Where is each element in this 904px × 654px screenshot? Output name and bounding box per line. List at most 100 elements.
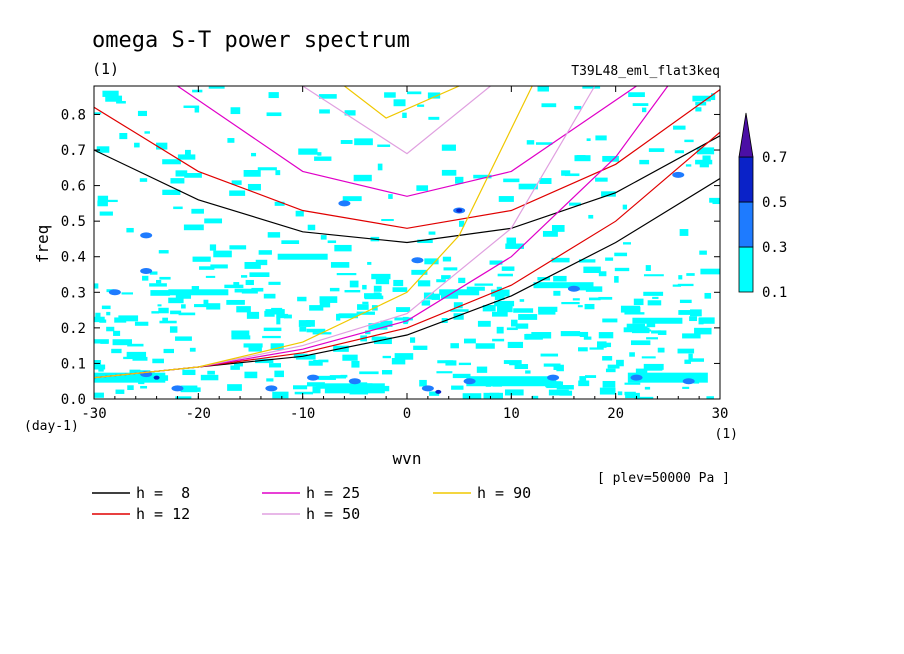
power-cell <box>577 305 583 308</box>
power-cell <box>173 206 183 210</box>
power-cell <box>266 112 282 117</box>
power-cell <box>162 159 181 165</box>
colorbar-label: 0.3 <box>762 240 787 256</box>
power-cell <box>306 328 326 333</box>
power-cell <box>327 240 337 244</box>
power-cell <box>319 300 331 308</box>
power-cell <box>293 385 308 390</box>
power-cell <box>377 163 383 171</box>
power-cell <box>702 155 711 163</box>
power-cell <box>614 252 628 257</box>
power-cell <box>497 273 513 277</box>
power-cell <box>513 308 534 313</box>
power-cell <box>354 138 373 146</box>
power-cell <box>277 253 328 260</box>
power-cell <box>489 260 503 265</box>
dispersion-curve <box>344 86 460 119</box>
power-cell <box>357 304 369 310</box>
power-cell <box>94 372 166 383</box>
power-cell <box>126 227 134 233</box>
power-cell <box>243 343 263 348</box>
power-cell <box>427 92 441 99</box>
power-cell <box>466 286 485 291</box>
power-cell <box>234 288 254 293</box>
power-cell <box>299 326 307 332</box>
dispersion-curve <box>302 86 491 155</box>
power-cell <box>583 266 601 273</box>
x-tick-label: -20 <box>186 406 211 422</box>
power-cell <box>679 299 692 304</box>
power-cell <box>96 146 110 153</box>
power-cell <box>377 144 391 147</box>
power-cell <box>672 284 682 287</box>
x-tick-label: -10 <box>290 406 315 422</box>
power-cell <box>541 103 557 108</box>
power-cell <box>639 159 650 165</box>
power-cell <box>417 239 433 244</box>
power-cell <box>268 92 279 99</box>
power-cell <box>368 323 388 330</box>
power-cell <box>175 170 188 177</box>
power-cell <box>227 138 235 143</box>
power-cell <box>365 330 371 335</box>
chart-title: omega S-T power spectrum <box>92 28 410 53</box>
power-cell <box>134 321 149 326</box>
power-cell <box>588 297 601 301</box>
power-cell <box>623 327 642 333</box>
y-tick-label: 0.2 <box>61 321 86 337</box>
power-cell <box>419 379 427 387</box>
power-cell <box>318 359 329 363</box>
power-cell <box>630 374 643 381</box>
power-cell <box>112 339 133 346</box>
power-cell <box>623 242 631 245</box>
power-cell <box>319 296 338 303</box>
power-cell <box>574 105 582 110</box>
power-cell <box>700 268 720 275</box>
power-cell <box>178 312 196 316</box>
power-cell <box>364 293 382 299</box>
power-cell <box>367 261 372 265</box>
y-tick-label: 0.6 <box>61 179 86 195</box>
power-cell <box>106 326 115 332</box>
power-cell <box>560 331 581 337</box>
power-cell <box>440 293 459 299</box>
power-cell <box>210 264 228 269</box>
power-cell <box>525 370 531 374</box>
power-cell <box>98 368 104 372</box>
power-cell <box>344 110 356 116</box>
power-cell <box>297 296 307 302</box>
power-cell <box>443 267 458 271</box>
power-cell <box>605 368 616 373</box>
power-cell <box>561 170 571 176</box>
power-cell <box>344 289 361 293</box>
power-cell <box>247 183 261 191</box>
power-cell <box>458 277 466 284</box>
power-cell <box>159 276 171 280</box>
power-cell <box>402 112 407 118</box>
power-cell <box>158 250 169 254</box>
power-cell <box>553 290 561 296</box>
power-cell <box>696 147 715 155</box>
power-cell <box>504 389 524 396</box>
power-cell <box>163 348 175 354</box>
power-cell <box>351 360 360 368</box>
power-cell <box>230 107 241 115</box>
power-cell <box>634 396 654 399</box>
power-cell <box>642 107 647 113</box>
power-cell <box>598 296 613 300</box>
power-cell <box>105 95 123 102</box>
power-cell <box>134 142 140 148</box>
power-cell <box>106 311 111 316</box>
power-cell <box>561 301 580 305</box>
power-cell <box>94 283 99 289</box>
power-cell <box>633 298 644 306</box>
power-cell <box>144 131 150 134</box>
power-cell <box>99 319 107 323</box>
power-cell <box>177 154 196 160</box>
power-cell <box>371 273 391 280</box>
power-cell <box>699 250 707 255</box>
power-cell <box>203 299 209 305</box>
power-cell <box>699 163 709 168</box>
power-cell <box>208 86 225 89</box>
power-cell <box>647 300 662 306</box>
